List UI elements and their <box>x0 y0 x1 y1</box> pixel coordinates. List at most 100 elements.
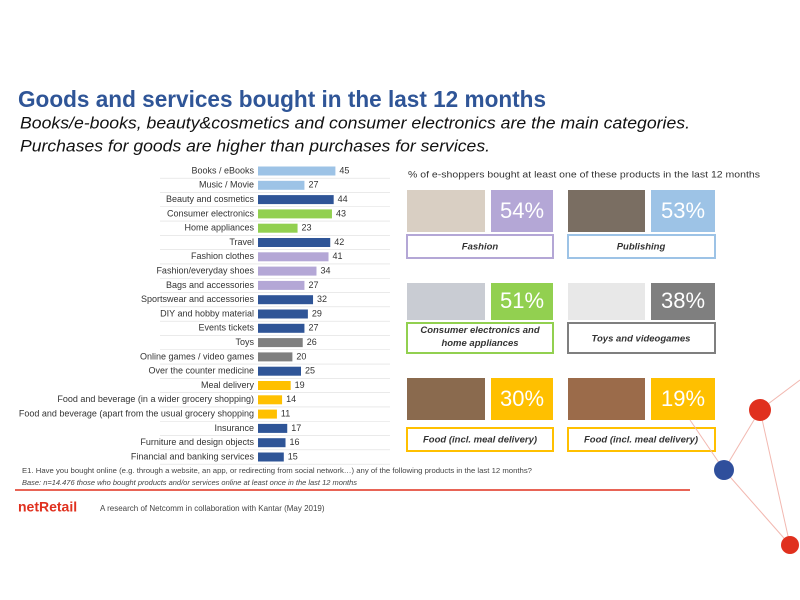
image <box>407 283 485 320</box>
percent-box <box>651 378 715 420</box>
value-label: 34 <box>320 265 330 275</box>
category-label: Online games / video games <box>140 351 255 361</box>
value-label: 27 <box>308 280 318 290</box>
category-label: Over the counter medicine <box>148 366 254 376</box>
image <box>568 283 645 320</box>
tile-label: Food (incl. meal delivery) <box>423 435 537 446</box>
base-note: Base: n=14.476 those who bought products… <box>22 478 357 487</box>
value-label: 43 <box>336 208 346 218</box>
category-label: Financial and banking services <box>131 451 255 461</box>
bar <box>258 323 305 333</box>
image <box>568 190 645 232</box>
bar <box>258 238 331 247</box>
bar <box>258 252 329 262</box>
question: E1. Have you bought online (e.g. through… <box>22 466 532 475</box>
bar <box>258 295 314 305</box>
value-label: 23 <box>302 223 312 233</box>
label-box <box>406 234 554 259</box>
category-label: Insurance <box>214 423 254 433</box>
category-label: Furniture and design objects <box>140 437 254 447</box>
bar <box>258 381 291 390</box>
category-label: Consumer electronics <box>167 208 255 218</box>
value-label: 41 <box>333 251 343 261</box>
bar <box>258 395 283 405</box>
bar <box>258 309 308 319</box>
value-label: 32 <box>317 294 327 304</box>
label-box <box>406 322 554 354</box>
bar <box>258 195 334 205</box>
value-label: 16 <box>290 437 300 447</box>
category-label: Toys <box>235 337 254 347</box>
bar <box>258 180 305 190</box>
percent: 54% <box>500 198 544 223</box>
category-label: Meal delivery <box>201 380 255 390</box>
category-label: Fashion clothes <box>191 251 255 261</box>
category-label: Home appliances <box>184 223 254 233</box>
value-label: 27 <box>308 180 318 190</box>
value-label: 17 <box>291 423 301 433</box>
label-box <box>567 322 716 354</box>
bar <box>258 166 336 176</box>
panel-heading: % of e-shoppers bought at least one of t… <box>408 169 761 179</box>
value-label: 25 <box>305 366 315 376</box>
category-label: Events tickets <box>198 323 254 333</box>
value-label: 45 <box>339 165 349 175</box>
value-label: 42 <box>334 237 344 247</box>
category-label: Food and beverage (in a wider grocery sh… <box>57 394 254 404</box>
logo: netRetail <box>18 499 77 515</box>
bar <box>258 209 332 219</box>
category-label: Music / Movie <box>199 180 254 190</box>
value-label: 26 <box>307 337 317 347</box>
bar <box>258 438 286 448</box>
subtitle: Books/e-books, beauty&cosmetics and cons… <box>20 113 690 132</box>
image <box>568 378 645 420</box>
bar <box>258 409 277 419</box>
bar <box>258 423 288 433</box>
dot <box>714 460 734 480</box>
tile-label: Toys and videogames <box>592 334 691 345</box>
tile-label: Consumer electronics and home appliances <box>420 325 540 349</box>
value-label: 14 <box>286 394 296 404</box>
percent-box <box>651 283 715 320</box>
percent-box <box>491 283 553 320</box>
bar <box>258 223 298 233</box>
percent-box <box>651 190 715 232</box>
title: Goods and services bought in the last 12… <box>18 86 546 112</box>
label-box <box>406 427 554 452</box>
tile-label: Fashion <box>462 242 499 253</box>
value-label: 15 <box>288 451 298 461</box>
label-wrap: Consumer electronics and home appliances <box>420 325 540 349</box>
bar-chart: Books / eBooks 45 Music / Movie 27 Beauty an… <box>19 165 390 465</box>
category-label: DIY and hobby material <box>160 308 254 318</box>
percent: 51% <box>500 288 544 313</box>
bar <box>258 366 301 376</box>
category-label: Sportswear and accessories <box>141 294 255 304</box>
value-label: 19 <box>295 380 305 390</box>
label-box <box>567 234 716 259</box>
percent-box <box>491 190 553 232</box>
bar <box>258 338 303 348</box>
tile-label: Food (incl. meal delivery) <box>584 435 698 446</box>
percent: 19% <box>661 386 705 411</box>
value-label: 29 <box>312 308 322 318</box>
subtitle: Purchases for goods are higher than purc… <box>20 136 490 155</box>
value-label: 44 <box>338 194 348 204</box>
value-label: 11 <box>281 408 290 418</box>
percent: 38% <box>661 288 705 313</box>
bar <box>258 266 317 276</box>
label-box <box>567 427 716 452</box>
value-label: 27 <box>308 323 318 333</box>
bar <box>258 280 305 290</box>
percent: 53% <box>661 198 705 223</box>
credit: A research of Netcomm in collaboration w… <box>100 504 325 513</box>
category-label: Books / eBooks <box>191 165 254 175</box>
value-label: 20 <box>296 351 306 361</box>
bar <box>258 452 284 462</box>
category-label: Food and beverage (apart from the usual … <box>19 408 254 418</box>
image <box>407 378 485 420</box>
category-label: Bags and accessories <box>166 280 255 290</box>
bar <box>258 352 293 362</box>
image <box>407 190 485 232</box>
category-label: Fashion/everyday shoes <box>156 265 254 275</box>
